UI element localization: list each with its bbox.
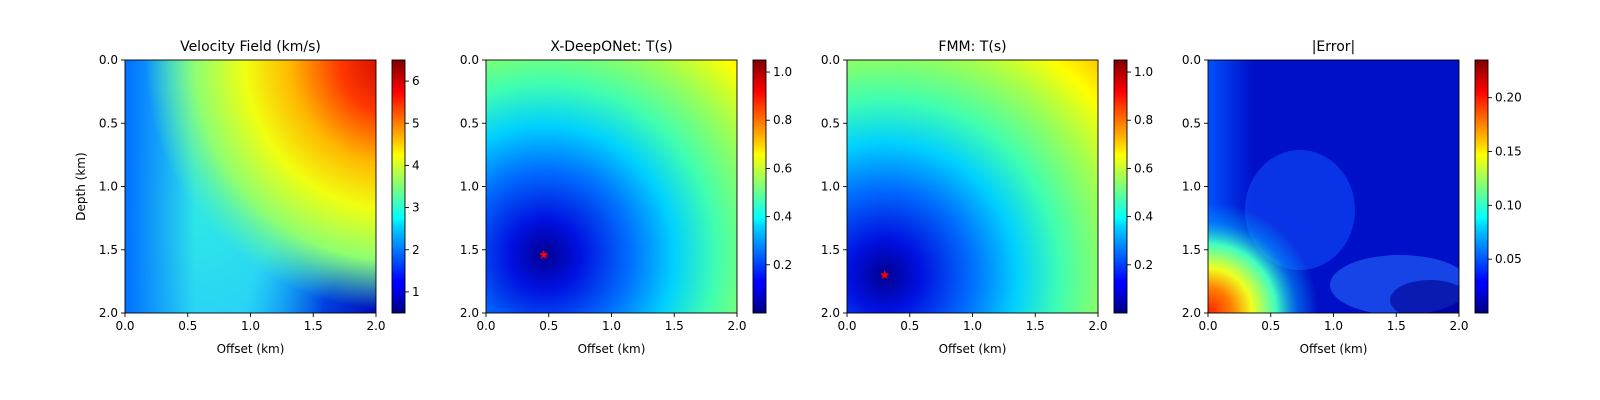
colorbar-tick-label: 0.6	[1134, 161, 1153, 175]
colorbar-gradient	[392, 60, 405, 313]
x-tick-label: 1.0	[1324, 319, 1343, 333]
colorbar-frame	[1474, 59, 1489, 314]
y-tick-label: 0.0	[460, 53, 479, 67]
x-tick-label: 0.0	[476, 319, 495, 333]
colorbar-tick-label: 0.4	[773, 210, 792, 224]
y-tick-label: 1.0	[821, 180, 840, 194]
x-tick-label: 1.5	[665, 319, 684, 333]
x-tick-label: 1.0	[241, 319, 260, 333]
x-tick-label: 2.0	[1088, 319, 1107, 333]
y-tick-label: 0.5	[99, 116, 118, 130]
x-axis-label: Offset (km)	[939, 342, 1007, 356]
y-tick-label: 0.0	[99, 53, 118, 67]
heatmap-xdeeponet	[486, 60, 737, 313]
colorbar-tick-label: 0.20	[1495, 91, 1522, 105]
colorbar-frame	[391, 59, 406, 314]
colorbar-tick-label: 2	[412, 243, 420, 257]
y-tick-label: 1.5	[460, 243, 479, 257]
chart-title: FMM: T(s)	[938, 39, 1006, 55]
colorbar-frame	[752, 59, 767, 314]
colorbar-tick-label: 1.0	[1134, 65, 1153, 79]
y-tick-label: 2.0	[821, 306, 840, 320]
x-tick-label: 1.0	[963, 319, 982, 333]
colorbar-frame	[1113, 59, 1128, 314]
y-tick-label: 1.5	[99, 243, 118, 257]
colorbar-tick-label: 3	[412, 201, 420, 215]
y-tick-label: 1.5	[821, 243, 840, 257]
x-tick-label: 0.5	[539, 319, 558, 333]
x-tick-label: 2.0	[727, 319, 746, 333]
x-axis-label: Offset (km)	[1300, 342, 1368, 356]
heatmap-velocity	[125, 60, 376, 313]
colorbar-gradient	[1475, 60, 1488, 313]
colorbar-3: 0.2 0.4 0.6 0.8 1.0	[1113, 59, 1153, 314]
colorbar-tick-label: 5	[412, 116, 420, 130]
chart-panel-1: Velocity Field (km/s)0.0 0.5 1.0 1.5 2.00.00…	[74, 39, 386, 356]
y-tick-label: 1.0	[1182, 180, 1201, 194]
x-tick-label: 1.5	[304, 319, 323, 333]
y-tick-label: 0.5	[821, 116, 840, 130]
y-axis-label: Depth (km)	[74, 152, 88, 220]
y-tick-label: 0.5	[460, 116, 479, 130]
colorbar-tick-label: 1.0	[773, 65, 792, 79]
colorbar-tick-label: 4	[412, 158, 420, 172]
chart-panel-4: |Error|0.0 0.5 1.0 1.5 2.00.00.51.01.52.0Off…	[1182, 39, 1469, 356]
x-tick-label: 2.0	[1449, 319, 1468, 333]
colorbar-tick-label: 0.6	[773, 161, 792, 175]
x-tick-label: 1.5	[1026, 319, 1045, 333]
x-tick-label: 0.5	[178, 319, 197, 333]
y-tick-label: 2.0	[460, 306, 479, 320]
chart-panel-2: X-DeepONet: T(s)0.0 0.5 1.0 1.5 2.00.00.51.0…	[460, 39, 747, 356]
colorbar-tick-label: 0.8	[773, 113, 792, 127]
x-tick-label: 0.0	[837, 319, 856, 333]
x-tick-label: 0.5	[1261, 319, 1280, 333]
y-tick-label: 0.0	[821, 53, 840, 67]
colorbar-tick-label: 0.2	[1134, 258, 1153, 272]
chart-title: Velocity Field (km/s)	[180, 39, 321, 55]
colorbar-tick-label: 0.15	[1495, 145, 1522, 159]
x-tick-label: 0.5	[900, 319, 919, 333]
colorbar-4: 0.05 0.10 0.15 0.20	[1474, 59, 1522, 314]
heatmap-fmm	[847, 60, 1098, 313]
colorbar-tick-label: 6	[412, 74, 420, 88]
x-tick-label: 1.5	[1387, 319, 1406, 333]
colorbar-1: 1 2 3 4 5 6	[391, 59, 420, 314]
y-tick-label: 1.5	[1182, 243, 1201, 257]
colorbar-tick-label: 0.10	[1495, 198, 1522, 212]
x-axis-label: Offset (km)	[217, 342, 285, 356]
colorbar-tick-label: 0.05	[1495, 252, 1522, 266]
chart-title: X-DeepONet: T(s)	[550, 39, 672, 55]
colorbar-tick-label: 0.4	[1134, 210, 1153, 224]
x-axis-label: Offset (km)	[578, 342, 646, 356]
y-tick-label: 2.0	[99, 306, 118, 320]
x-tick-label: 1.0	[602, 319, 621, 333]
colorbar-tick-label: 0.8	[1134, 113, 1153, 127]
x-tick-label: 2.0	[366, 319, 385, 333]
heatmap-error	[1208, 60, 1459, 313]
y-tick-label: 2.0	[1182, 306, 1201, 320]
colorbar-tick-label: 1	[412, 285, 420, 299]
x-tick-label: 0.0	[1198, 319, 1217, 333]
y-tick-label: 1.0	[99, 180, 118, 194]
colorbar-gradient	[1114, 60, 1127, 313]
source-star-marker	[879, 270, 890, 280]
chart-title: |Error|	[1312, 39, 1356, 55]
y-tick-label: 0.5	[1182, 116, 1201, 130]
y-tick-label: 1.0	[460, 180, 479, 194]
colorbar-gradient	[753, 60, 766, 313]
colorbar-tick-label: 0.2	[773, 258, 792, 272]
x-tick-label: 0.0	[115, 319, 134, 333]
y-tick-label: 0.0	[1182, 53, 1201, 67]
colorbar-2: 0.2 0.4 0.6 0.8 1.0	[752, 59, 792, 314]
source-star-marker	[538, 249, 549, 259]
chart-panel-3: FMM: T(s)0.0 0.5 1.0 1.5 2.00.00.51.01.52.0O…	[821, 39, 1108, 356]
